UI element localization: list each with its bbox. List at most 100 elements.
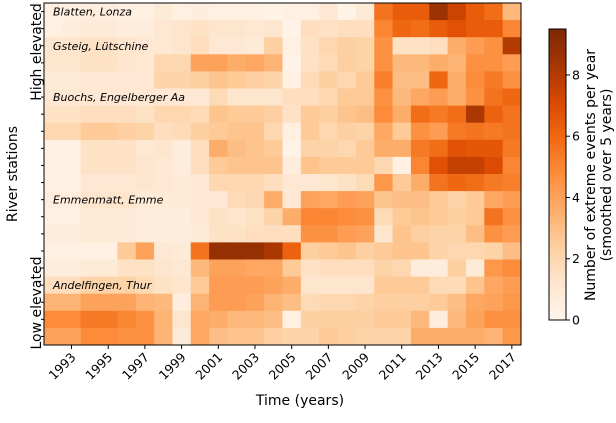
heatmap-cell [190,208,210,226]
heatmap-cell [99,139,118,158]
heatmap-cell [429,20,449,38]
heatmap-cell [135,105,155,124]
heatmap-cell [117,3,137,21]
heatmap-cell [355,310,375,329]
heatmap-cell [502,54,522,72]
heatmap-cell [429,259,449,278]
heatmap-cell [135,122,155,141]
heatmap-cell [355,208,375,226]
heatmap-cell [465,293,485,312]
heatmap-cell [245,276,265,295]
x-tick-label: 2011 [376,350,409,383]
heatmap-cell [374,225,394,243]
heatmap-cell [410,71,430,89]
heatmap-cell [282,259,302,278]
heatmap-cell [227,156,247,175]
heatmap-cell [44,174,63,192]
heatmap-cell [190,327,210,346]
heatmap-cell [245,139,265,158]
heatmap-cell [172,310,192,329]
heatmap-cell [355,37,375,55]
heatmap-cell [337,310,357,329]
heatmap-cell [135,71,155,89]
heatmap-cell [44,122,63,141]
heatmap-cell [300,276,320,295]
heatmap-cell [300,242,320,260]
heatmap-cell [209,3,228,21]
station-label: Gsteig, Lütschine [53,40,149,53]
heatmap-cell [502,327,522,346]
heatmap-cell [374,259,394,278]
heatmap-cell [154,225,173,243]
heatmap-cell [245,310,265,329]
heatmap-cell [319,3,339,21]
heatmap-cell [62,293,82,312]
heatmap-cell [282,3,302,21]
heatmap-cell [282,191,302,209]
heatmap-cell [99,156,118,175]
heatmap-cell [484,105,504,124]
heatmap-cell [337,242,357,260]
heatmap-cell [190,37,210,55]
heatmap-cell [99,208,118,226]
heatmap-cell [264,3,283,21]
heatmap-cell [209,20,228,38]
heatmap-cell [117,208,137,226]
heatmap-cell [99,20,118,38]
heatmap-cell [99,259,118,278]
heatmap-cell [410,327,430,346]
heatmap-cell [190,259,210,278]
heatmap-cell [190,105,210,124]
heatmap-cell [154,242,173,260]
heatmap-cell [190,54,210,72]
heatmap-cell [410,225,430,243]
heatmap-cell [374,105,394,124]
heatmap-cell [502,174,522,192]
x-tick-label: 2013 [412,350,445,383]
heatmap-cell [80,242,100,260]
heatmap-cell [227,191,247,209]
heatmap-cell [374,276,394,295]
heatmap-cell [44,71,63,89]
heatmap-cell [502,310,522,329]
heatmap-cell [135,259,155,278]
colorbar [548,28,567,321]
colorbar-label-line2: (smoothed over 5 years) [599,89,615,262]
heatmap-cell [135,293,155,312]
heatmap-cell [227,225,247,243]
heatmap-cell [154,276,173,295]
heatmap-cell [355,3,375,21]
heatmap-cell [80,174,100,192]
heatmap-cell [282,37,302,55]
heatmap-cell [502,88,522,107]
heatmap-cell [209,293,228,312]
heatmap-cell [44,293,63,312]
heatmap-cell [392,191,412,209]
heatmap-cell [245,156,265,175]
heatmap-cell [484,122,504,141]
heatmap-cell [154,174,173,192]
heatmap-cell [62,37,82,55]
heatmap-cell [135,37,155,55]
heatmap-cell [245,71,265,89]
heatmap-cell [44,54,63,72]
heatmap-cell [502,225,522,243]
heatmap-cell [300,191,320,209]
heatmap-cell [172,293,192,312]
heatmap-cell [282,88,302,107]
heatmap-cell [447,54,467,72]
heatmap-cell [44,242,63,260]
heatmap-cell [392,208,412,226]
heatmap-cell [374,71,394,89]
heatmap-cell [410,122,430,141]
heatmap-cell [117,327,137,346]
heatmap-cell [300,174,320,192]
heatmap-cell [410,139,430,158]
heatmap-cell [484,259,504,278]
heatmap-cell [190,71,210,89]
heatmap-cell [117,20,137,38]
heatmap-cell [337,156,357,175]
heatmap-cell [429,139,449,158]
heatmap-cell [447,242,467,260]
heatmap-cell [117,71,137,89]
